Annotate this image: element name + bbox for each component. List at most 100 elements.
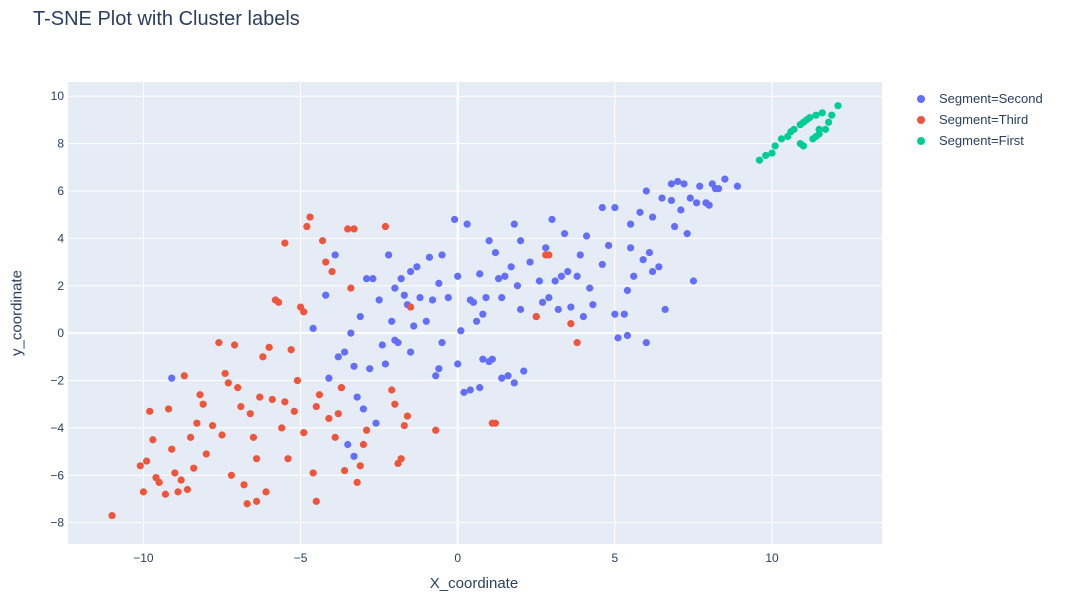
data-point <box>642 339 650 347</box>
data-point <box>755 156 764 164</box>
data-point <box>548 215 556 224</box>
data-point <box>284 455 292 463</box>
y-tick-label: 2 <box>57 279 64 293</box>
data-point <box>306 213 314 221</box>
data-point <box>381 360 390 368</box>
data-point <box>667 180 676 188</box>
legend-marker-icon <box>917 136 925 145</box>
data-point <box>554 305 562 314</box>
data-point <box>400 421 408 430</box>
data-point <box>359 405 368 413</box>
data-point <box>388 386 396 394</box>
legend-item[interactable]: Segment=Third <box>912 109 1043 130</box>
data-point <box>626 220 635 228</box>
data-point <box>164 405 173 413</box>
legend-marker-icon <box>917 94 925 103</box>
data-point <box>670 222 679 231</box>
data-point <box>397 455 405 463</box>
data-point <box>790 125 798 133</box>
data-point <box>281 239 289 247</box>
data-point <box>344 225 352 233</box>
data-point <box>199 400 207 408</box>
data-point <box>274 298 283 306</box>
data-point <box>300 308 308 316</box>
data-point <box>208 421 217 430</box>
data-point <box>567 303 575 311</box>
data-point <box>183 485 192 494</box>
data-point <box>777 135 786 143</box>
data-point <box>648 267 657 276</box>
data-point <box>479 310 487 318</box>
data-point <box>334 353 342 361</box>
data-point <box>186 433 195 441</box>
data-point <box>636 208 644 216</box>
data-point <box>450 215 459 224</box>
plot-background <box>68 82 882 544</box>
data-point <box>347 284 355 292</box>
legend-item[interactable]: Segment=Second <box>912 88 1043 109</box>
data-point <box>454 272 462 280</box>
data-point <box>252 455 261 463</box>
y-tick-label: −6 <box>50 468 64 482</box>
data-point <box>510 379 518 387</box>
data-point <box>344 440 352 449</box>
data-point <box>469 298 478 306</box>
data-point <box>513 282 522 290</box>
data-point <box>161 490 170 498</box>
data-point <box>674 177 682 186</box>
data-point <box>560 230 569 238</box>
data-point <box>812 111 820 119</box>
data-point <box>168 445 176 453</box>
data-point <box>406 267 415 276</box>
data-point <box>667 196 676 205</box>
data-point <box>686 194 694 202</box>
data-point <box>413 263 421 271</box>
data-point <box>322 258 330 266</box>
data-point <box>771 142 779 150</box>
data-point <box>507 263 515 271</box>
data-point <box>155 478 163 486</box>
data-point <box>428 296 437 304</box>
data-point <box>221 369 229 378</box>
data-point <box>482 294 490 302</box>
data-point <box>252 497 261 505</box>
data-point <box>406 348 415 356</box>
data-point <box>366 365 374 373</box>
data-point <box>677 206 685 214</box>
data-point <box>466 386 474 394</box>
data-point <box>604 241 613 250</box>
data-point <box>494 275 503 283</box>
data-point <box>799 142 808 150</box>
data-point <box>391 400 399 408</box>
data-point <box>406 303 415 311</box>
data-point <box>815 125 823 133</box>
legend-item[interactable]: Segment=First <box>912 130 1043 151</box>
data-point <box>350 225 358 233</box>
data-point <box>325 414 333 423</box>
data-point <box>545 294 553 302</box>
x-tick-label: −5 <box>294 551 308 565</box>
data-point <box>375 296 383 304</box>
data-point <box>177 476 185 484</box>
data-point <box>278 424 286 432</box>
data-point <box>196 391 204 399</box>
data-point <box>171 469 179 477</box>
data-point <box>454 360 462 368</box>
data-point <box>331 251 339 259</box>
data-point <box>438 251 446 259</box>
data-point <box>381 222 390 231</box>
data-point <box>356 312 364 321</box>
chart-title: T-SNE Plot with Cluster labels <box>33 8 300 30</box>
data-point <box>680 180 688 188</box>
data-point <box>551 277 559 285</box>
data-point <box>268 395 276 404</box>
data-point <box>762 151 770 160</box>
data-point <box>472 317 481 325</box>
data-point <box>425 253 434 261</box>
data-point <box>516 237 525 245</box>
data-point <box>315 391 324 399</box>
legend-marker-icon <box>917 115 925 124</box>
data-point <box>388 317 396 325</box>
data-point <box>318 237 327 245</box>
